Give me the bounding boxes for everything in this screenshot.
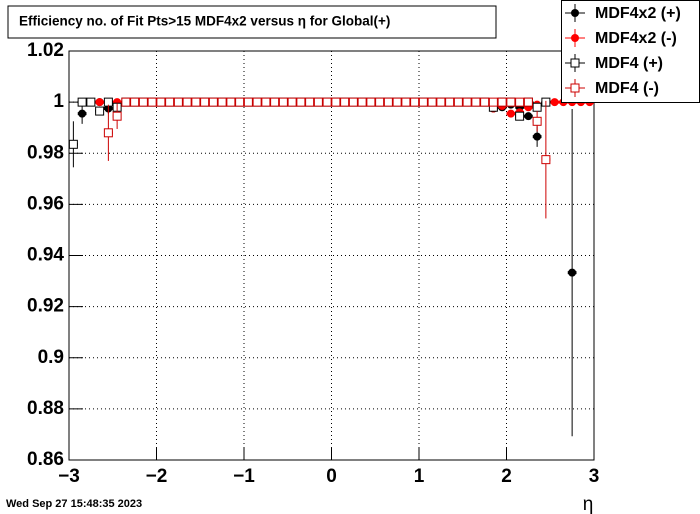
marker	[296, 97, 306, 107]
marker	[532, 102, 542, 112]
x-tick-label: 2	[501, 466, 512, 487]
x-tick-label: −2	[146, 466, 168, 487]
y-tick-label: 0.92	[27, 296, 64, 317]
marker	[138, 97, 148, 107]
marker	[340, 97, 350, 107]
x-tick-label: 1	[414, 466, 425, 487]
marker	[121, 97, 131, 107]
legend-label: MDF4x2 (-)	[595, 30, 677, 47]
marker	[392, 97, 402, 107]
marker	[130, 97, 140, 107]
marker	[78, 109, 87, 118]
marker	[568, 268, 577, 277]
y-tick-label: 1.02	[27, 40, 64, 61]
marker	[95, 98, 104, 107]
chart-title: Efficiency no. of Fit Pts>15 MDF4x2 vers…	[19, 14, 390, 29]
y-tick-label: 0.88	[27, 398, 64, 419]
marker	[182, 97, 192, 107]
marker	[436, 97, 446, 107]
marker	[270, 97, 280, 107]
marker	[410, 97, 420, 107]
marker	[445, 97, 455, 107]
marker	[506, 97, 516, 107]
x-tick-label: −1	[233, 466, 255, 487]
marker	[506, 109, 515, 118]
y-tick-label: 0.86	[27, 449, 64, 470]
marker	[305, 97, 315, 107]
y-tick-label: 0.9	[38, 347, 64, 368]
marker	[366, 97, 376, 107]
marker	[68, 139, 78, 149]
marker	[523, 97, 533, 107]
legend-label: MDF4x2 (+)	[595, 5, 681, 22]
marker	[261, 97, 271, 107]
marker	[488, 97, 498, 107]
marker	[401, 97, 411, 107]
marker	[165, 97, 175, 107]
marker	[86, 97, 96, 107]
marker	[217, 97, 227, 107]
x-axis-label: η	[583, 494, 594, 514]
marker	[480, 97, 490, 107]
marker	[252, 97, 262, 107]
marker	[550, 98, 559, 107]
marker	[147, 97, 157, 107]
y-tick-label: 0.94	[27, 245, 64, 266]
marker	[191, 97, 201, 107]
legend-marker	[571, 34, 579, 42]
y-tick-label: 0.98	[27, 142, 64, 163]
marker	[322, 97, 332, 107]
marker	[515, 111, 525, 121]
marker	[208, 97, 218, 107]
marker	[515, 97, 525, 107]
legend-marker	[571, 9, 579, 17]
marker	[348, 97, 358, 107]
legend-marker	[570, 83, 580, 93]
marker	[112, 111, 122, 121]
marker	[541, 155, 551, 165]
x-tick-label: −3	[58, 466, 80, 487]
x-tick-label: 0	[326, 466, 337, 487]
marker	[226, 97, 236, 107]
marker	[243, 97, 253, 107]
marker	[383, 97, 393, 107]
marker	[453, 97, 463, 107]
legend-label: MDF4 (-)	[595, 80, 659, 97]
marker	[497, 97, 507, 107]
legend-label: MDF4 (+)	[595, 55, 663, 72]
marker	[95, 106, 105, 116]
marker	[77, 97, 87, 107]
x-tick-label: 3	[589, 466, 600, 487]
marker	[471, 97, 481, 107]
marker	[532, 116, 542, 126]
marker	[278, 97, 288, 107]
marker	[418, 97, 428, 107]
title-box	[7, 5, 497, 39]
marker	[533, 132, 542, 141]
marker	[331, 97, 341, 107]
marker	[173, 97, 183, 107]
marker	[375, 97, 385, 107]
marker	[235, 97, 245, 107]
marker	[462, 97, 472, 107]
marker	[524, 112, 533, 121]
marker	[156, 97, 166, 107]
marker	[427, 97, 437, 107]
legend-marker	[570, 58, 580, 68]
marker	[357, 97, 367, 107]
y-tick-label: 1	[53, 91, 64, 112]
timestamp: Wed Sep 27 15:48:35 2023	[6, 498, 142, 510]
marker	[313, 97, 323, 107]
marker	[103, 128, 113, 138]
marker	[287, 97, 297, 107]
y-tick-label: 0.96	[27, 193, 64, 214]
marker	[200, 97, 210, 107]
